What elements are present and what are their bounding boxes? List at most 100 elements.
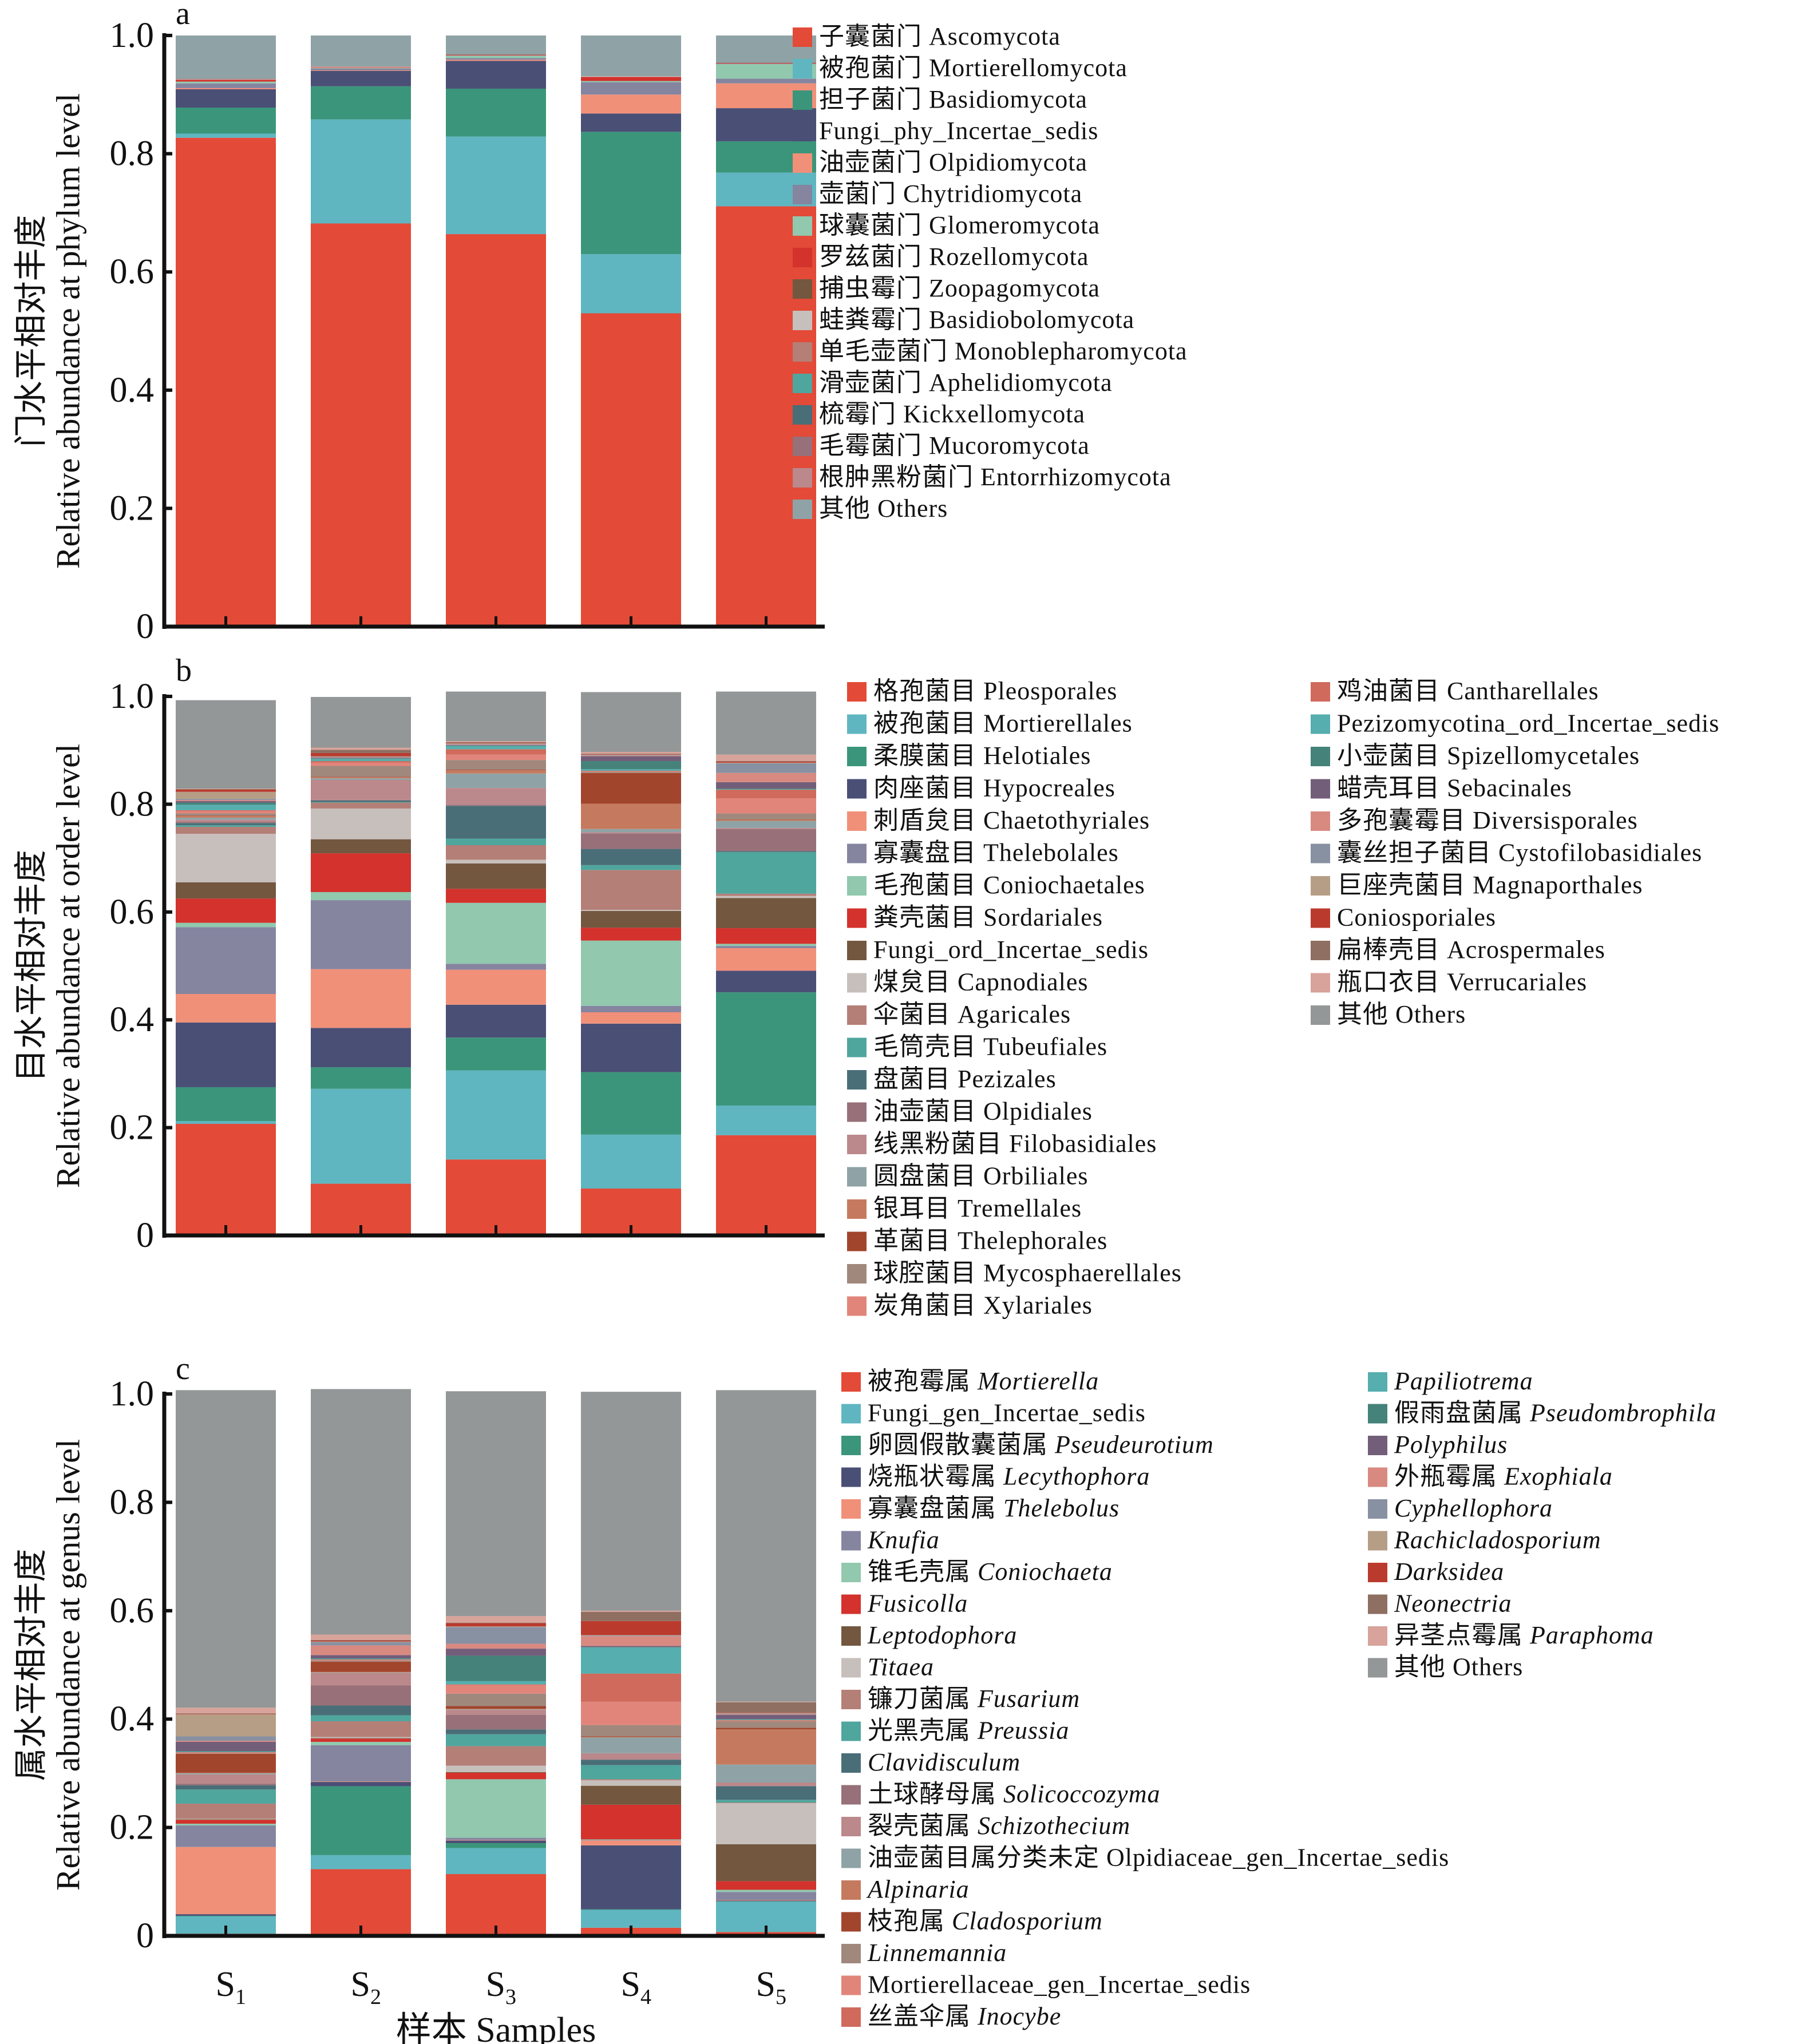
bar-segment xyxy=(446,1685,546,1694)
legend-item: 线黑粉菌目 Filobasidiales xyxy=(847,1130,1156,1158)
bar-segment xyxy=(581,1737,681,1753)
bar-segment xyxy=(311,802,411,809)
bar-segment xyxy=(176,81,276,84)
legend-label: 圆盘菌目 Orbiliales xyxy=(873,1162,1089,1190)
bar-segment xyxy=(581,1780,681,1786)
x-tick-label: S1 xyxy=(216,1965,246,2009)
bar-segment xyxy=(716,852,816,894)
bar-segment xyxy=(311,1781,411,1782)
legend-label-part: Helotiales xyxy=(976,742,1091,770)
legend-label: 油壶菌目属分类未定 Olpidiaceae_gen_Incertae_sedis xyxy=(868,1844,1449,1872)
legend-label-part: Ascomycota xyxy=(922,22,1061,50)
legend-label: 烧瓶状霉属 Lecythophora xyxy=(868,1463,1150,1491)
bar-segment xyxy=(716,761,816,762)
bar-segment xyxy=(176,1789,276,1804)
bar-segment xyxy=(581,910,681,928)
legend-label-part: 多孢囊霉目 xyxy=(1337,806,1466,834)
legend-label-part: Papiliotrema xyxy=(1394,1367,1533,1395)
y-tick-label: 0.2 xyxy=(110,1808,155,1847)
bar-segment xyxy=(581,928,681,941)
legend-label-part: 伞菌目 xyxy=(873,1000,951,1028)
bar-segment xyxy=(446,746,546,750)
bar-segment xyxy=(176,898,276,923)
bar-segment xyxy=(176,1783,276,1785)
bar-segment xyxy=(176,789,276,792)
bar-segment xyxy=(176,1022,276,1087)
legend-item: 滑壶菌门 Aphelidiomycota xyxy=(793,369,1112,397)
bar-segment xyxy=(716,761,816,763)
legend-swatch xyxy=(793,90,812,110)
x-tick-label: S2 xyxy=(351,1965,381,2009)
legend-label: 囊丝担子菌目 Cystofilobasidiales xyxy=(1337,839,1702,867)
legend-label: 卵圆假散囊菌属 Pseudeurotium xyxy=(868,1431,1214,1459)
bar-segment xyxy=(311,1705,411,1716)
legend-item: 寡囊盘目 Thelebolales xyxy=(847,839,1118,867)
legend-label-part: 银耳目 xyxy=(873,1194,951,1222)
legend-label-part: Others xyxy=(1446,1653,1523,1681)
bar-segment xyxy=(176,1803,276,1819)
bar-segment xyxy=(311,808,411,839)
bar-segment xyxy=(581,1910,681,1928)
legend-item: 梳霉门 Kickxellomycota xyxy=(793,400,1085,428)
bar-segment xyxy=(716,789,816,799)
bar-segment xyxy=(581,1785,681,1805)
legend-swatch xyxy=(841,1531,861,1551)
bar-segment xyxy=(311,969,411,1028)
bar-segment xyxy=(311,1741,411,1745)
bar-segment xyxy=(176,810,276,811)
bar-segment xyxy=(176,78,276,80)
bar-segment xyxy=(311,900,411,969)
legend-item: 烧瓶状霉属 Lecythophora xyxy=(841,1463,1150,1491)
bar-segment xyxy=(581,132,681,255)
legend-item: 土球酵母属 Solicoccozyma xyxy=(841,1780,1160,1808)
legend-label-part: 镰刀菌属 xyxy=(868,1685,971,1713)
bar-segment xyxy=(446,1843,546,1848)
bar-segment xyxy=(446,691,546,742)
legend-item: 外瓶霉属 Exophiala xyxy=(1368,1463,1612,1491)
bar-segment xyxy=(311,66,411,68)
bar-segment xyxy=(716,1719,816,1720)
bar-segment xyxy=(716,1803,816,1844)
bar-segment xyxy=(176,133,276,138)
legend-label: 银耳目 Tremellales xyxy=(873,1194,1082,1222)
legend-item: Cyphellophora xyxy=(1368,1494,1552,1522)
bar-segment xyxy=(716,896,816,898)
panel-letter: b xyxy=(176,653,192,688)
legend-label-part: Coniochaetales xyxy=(976,871,1145,899)
legend-item: 毛霉菌门 Mucoromycota xyxy=(793,431,1089,459)
bar-segment xyxy=(716,821,816,828)
legend-swatch xyxy=(1311,908,1330,928)
bar-segment xyxy=(311,1645,411,1655)
bar-segment xyxy=(716,763,816,773)
legend-swatch xyxy=(793,468,812,488)
legend-swatch xyxy=(847,747,867,766)
bar-segment xyxy=(176,1736,276,1741)
bar-segment xyxy=(446,1159,546,1235)
bar-segment xyxy=(581,754,681,755)
legend-label-part: Clavidisculum xyxy=(868,1748,1020,1776)
legend-label: 伞菌目 Agaricales xyxy=(873,1000,1071,1028)
legend-swatch xyxy=(847,1102,867,1122)
legend-swatch xyxy=(793,500,812,519)
legend-label-part: Magnaporthales xyxy=(1466,871,1643,899)
legend-label: Fungi_phy_Incertae_sedis xyxy=(819,117,1098,145)
bar-segment xyxy=(311,766,411,777)
legend-swatch xyxy=(793,374,812,393)
bar-segment xyxy=(311,756,411,757)
y-axis-label-en: Relative abundance at phylum level xyxy=(49,93,86,569)
bar-segment xyxy=(446,1729,546,1734)
bar-segment xyxy=(176,35,276,79)
bar-segment xyxy=(716,944,816,946)
legend-label-part: 球腔菌目 xyxy=(873,1259,976,1287)
x-tick-label-sub: 2 xyxy=(370,1985,381,2009)
legend-label: 其他 Others xyxy=(1337,1000,1466,1028)
y-tick-label: 0.4 xyxy=(110,1000,155,1039)
bar-segment xyxy=(311,1855,411,1869)
y-tick-label: 0.4 xyxy=(110,1700,155,1738)
legend-swatch xyxy=(847,1135,867,1154)
legend-swatch xyxy=(1368,1626,1387,1646)
legend-swatch xyxy=(847,779,867,799)
bar-segment xyxy=(311,799,411,801)
bar-segment xyxy=(581,1635,681,1637)
legend-item: 肉座菌目 Hypocreales xyxy=(847,774,1115,802)
